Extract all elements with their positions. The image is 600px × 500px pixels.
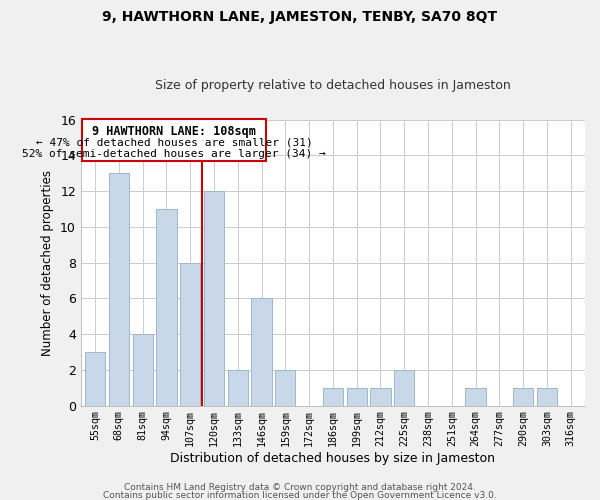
Title: Size of property relative to detached houses in Jameston: Size of property relative to detached ho…: [155, 79, 511, 92]
Text: Contains public sector information licensed under the Open Government Licence v3: Contains public sector information licen…: [103, 491, 497, 500]
Bar: [537, 388, 557, 406]
Bar: [466, 388, 486, 406]
Bar: [275, 370, 295, 406]
X-axis label: Distribution of detached houses by size in Jameston: Distribution of detached houses by size …: [170, 452, 496, 465]
Text: ← 47% of detached houses are smaller (31): ← 47% of detached houses are smaller (31…: [36, 138, 313, 147]
Bar: [180, 262, 200, 406]
Bar: [133, 334, 153, 406]
Bar: [251, 298, 272, 406]
Bar: [85, 352, 105, 406]
Y-axis label: Number of detached properties: Number of detached properties: [41, 170, 55, 356]
Bar: [204, 191, 224, 406]
Bar: [347, 388, 367, 406]
Text: 52% of semi-detached houses are larger (34) →: 52% of semi-detached houses are larger (…: [22, 150, 326, 160]
Text: 9 HAWTHORN LANE: 108sqm: 9 HAWTHORN LANE: 108sqm: [92, 126, 256, 138]
FancyBboxPatch shape: [82, 118, 266, 160]
Bar: [394, 370, 415, 406]
Bar: [370, 388, 391, 406]
Bar: [109, 173, 129, 406]
Text: 9, HAWTHORN LANE, JAMESTON, TENBY, SA70 8QT: 9, HAWTHORN LANE, JAMESTON, TENBY, SA70 …: [103, 10, 497, 24]
Bar: [513, 388, 533, 406]
Bar: [323, 388, 343, 406]
Bar: [227, 370, 248, 406]
Bar: [156, 209, 176, 406]
Text: Contains HM Land Registry data © Crown copyright and database right 2024.: Contains HM Land Registry data © Crown c…: [124, 484, 476, 492]
